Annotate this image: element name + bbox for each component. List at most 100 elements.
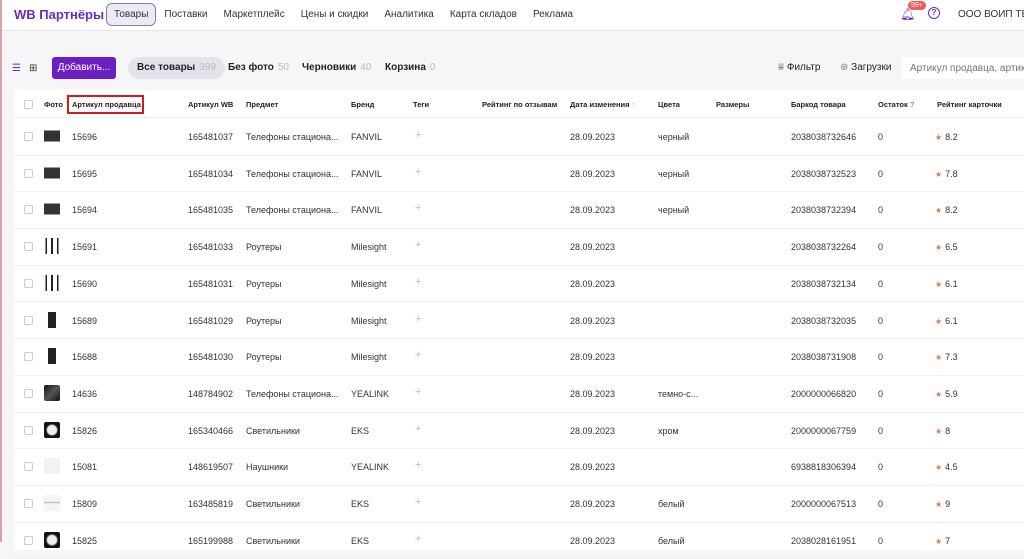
tab-trash[interactable]: Корзина 0 bbox=[385, 57, 435, 79]
product-photo[interactable] bbox=[44, 495, 60, 511]
row-checkbox[interactable] bbox=[24, 462, 33, 472]
tab-all[interactable]: Все товары 399 bbox=[128, 57, 225, 79]
add-tag-button[interactable]: + bbox=[415, 532, 422, 545]
nav-prices[interactable]: Цены и скидки bbox=[300, 9, 369, 20]
nav-analytics[interactable]: Аналитика bbox=[384, 9, 434, 20]
logo[interactable]: WB Партнёры bbox=[14, 7, 105, 22]
col-colors[interactable]: Цвета bbox=[658, 100, 680, 109]
cell-date: 28.09.2023 bbox=[570, 242, 616, 253]
product-photo[interactable] bbox=[44, 164, 60, 181]
col-date[interactable]: Дата изменения ↑ bbox=[570, 100, 635, 109]
row-checkbox[interactable] bbox=[24, 278, 33, 288]
search-input[interactable] bbox=[902, 57, 1024, 79]
col-brand[interactable]: Бренд bbox=[351, 100, 375, 109]
table-row[interactable]: 15081 148619507 Наушники YEALINK 28.09.2023 6… bbox=[14, 449, 1024, 486]
row-checkbox[interactable] bbox=[24, 499, 33, 508]
table-row[interactable]: 15691 165481033 Роутеры Milesight 28.09.2023… bbox=[14, 229, 1024, 266]
bell-icon[interactable]: 🔔︎ bbox=[900, 7, 916, 21]
product-photo[interactable] bbox=[44, 238, 60, 255]
table-row[interactable]: 15695 165481034 Телефоны стациона... FANVIL… bbox=[14, 156, 1024, 193]
cell-date: 28.09.2023 bbox=[570, 205, 616, 216]
cell-stock: 0 bbox=[878, 205, 884, 216]
sort-icon[interactable]: ↑ bbox=[631, 100, 636, 109]
row-checkbox[interactable] bbox=[24, 315, 33, 325]
add-tag-button[interactable]: + bbox=[415, 422, 422, 435]
row-checkbox[interactable] bbox=[24, 168, 33, 178]
add-tag-button[interactable]: + bbox=[415, 312, 422, 325]
rating-value: 4.5 bbox=[945, 462, 958, 473]
add-tag-button[interactable]: + bbox=[415, 385, 422, 398]
col-seller-sku[interactable]: Артикул продавца bbox=[72, 100, 141, 109]
cell-brand: Milesight bbox=[351, 315, 387, 326]
product-photo[interactable] bbox=[44, 531, 60, 548]
table-row[interactable]: 15694 165481035 Телефоны стациона... FANVIL… bbox=[14, 192, 1024, 230]
add-tag-button[interactable]: + bbox=[415, 129, 422, 141]
tab-label: Без фото bbox=[228, 62, 274, 73]
add-tag-button[interactable]: + bbox=[415, 165, 422, 178]
table-row[interactable]: 14636 148784902 Телефоны стациона... YEALIN… bbox=[14, 376, 1024, 413]
col-stock[interactable]: Остаток ? bbox=[878, 100, 914, 109]
row-checkbox[interactable] bbox=[24, 535, 33, 545]
row-checkbox[interactable] bbox=[24, 205, 33, 215]
tab-drafts[interactable]: Черновики 40 bbox=[302, 57, 371, 79]
cell-subject: Телефоны стациона... bbox=[246, 205, 339, 216]
cell-stock: 0 bbox=[878, 315, 884, 326]
col-card-rating[interactable]: Рейтинг карточки bbox=[937, 100, 1002, 109]
stock-hint-icon[interactable]: ? bbox=[909, 100, 915, 109]
uploads-button[interactable]: ⊕ Загрузки bbox=[840, 62, 891, 73]
list-view-icon[interactable]: ☰ bbox=[12, 63, 21, 74]
row-checkbox[interactable] bbox=[24, 352, 33, 362]
add-tag-button[interactable]: + bbox=[415, 239, 422, 252]
col-wb-sku[interactable]: Артикул WB bbox=[188, 100, 234, 109]
table-row[interactable]: 15688 165481030 Роутеры Milesight 28.09.2023… bbox=[14, 339, 1024, 376]
org-name[interactable]: ООО ВОИП ТЕЛ bbox=[958, 9, 1024, 20]
product-photo[interactable] bbox=[44, 348, 60, 365]
select-all-checkbox[interactable] bbox=[24, 100, 33, 109]
table-row[interactable]: 15696 165481037 Телефоны стациона... FANVIL… bbox=[14, 119, 1024, 156]
cell-sku: 15696 bbox=[72, 132, 98, 142]
col-tags[interactable]: Теги bbox=[413, 100, 430, 109]
add-tag-button[interactable]: + bbox=[415, 496, 422, 508]
nav-goods[interactable]: Товары bbox=[106, 3, 157, 26]
col-barcode[interactable]: Баркод товара bbox=[791, 100, 846, 109]
table-row[interactable]: 15690 165481031 Роутеры Milesight 28.09.2023… bbox=[14, 266, 1024, 303]
nav-warehouses[interactable]: Карта складов bbox=[449, 9, 517, 20]
product-photo[interactable] bbox=[44, 384, 60, 401]
help-icon[interactable]: ? bbox=[928, 7, 940, 19]
add-tag-button[interactable]: + bbox=[415, 349, 422, 362]
cell-color: темно-с... bbox=[658, 388, 699, 399]
product-photo[interactable] bbox=[44, 458, 60, 475]
table-row[interactable]: 15689 165481029 Роутеры Milesight 28.09.2023… bbox=[14, 303, 1024, 340]
cell-color: хром bbox=[658, 425, 679, 436]
row-checkbox[interactable] bbox=[24, 242, 33, 252]
product-photo[interactable] bbox=[44, 311, 60, 328]
filter-button[interactable]: ⩸ Фильтр bbox=[778, 62, 820, 73]
cell-wb: 165481030 bbox=[188, 352, 234, 363]
col-subject[interactable]: Предмет bbox=[246, 100, 279, 109]
add-tag-button[interactable]: + bbox=[415, 202, 422, 215]
nav-supplies[interactable]: Поставки bbox=[164, 9, 208, 20]
nav-marketplace[interactable]: Маркетплейс bbox=[223, 9, 285, 20]
grid-view-icon[interactable]: ⊞ bbox=[29, 63, 38, 74]
product-photo[interactable] bbox=[44, 201, 60, 218]
product-photo[interactable] bbox=[44, 421, 60, 438]
cell-card-rating: ★ 7.3 bbox=[935, 352, 958, 362]
col-review-rating[interactable]: Рейтинг по отзывам bbox=[482, 100, 558, 109]
row-checkbox[interactable] bbox=[24, 132, 33, 141]
table-row[interactable]: 15825 165199988 Светильники EKS 28.09.2023 бе… bbox=[14, 523, 1024, 559]
table-row[interactable]: 15809 163485819 Светильники EKS 28.09.2023 бе… bbox=[14, 486, 1024, 523]
tab-no-photo[interactable]: Без фото 50 bbox=[228, 57, 289, 79]
col-sizes[interactable]: Размеры bbox=[716, 100, 750, 109]
product-photo[interactable] bbox=[44, 128, 60, 144]
add-button[interactable]: Добавить... bbox=[52, 57, 116, 79]
cell-wb: 165199988 bbox=[188, 535, 234, 546]
cell-card-rating: ★ 6.1 bbox=[935, 279, 958, 289]
row-checkbox[interactable] bbox=[24, 388, 33, 398]
nav-ads[interactable]: Реклама bbox=[532, 9, 574, 20]
product-photo[interactable] bbox=[44, 274, 60, 291]
row-checkbox[interactable] bbox=[24, 425, 33, 435]
table-row[interactable]: 15826 165340466 Светильники EKS 28.09.2023 хр… bbox=[14, 413, 1024, 450]
add-tag-button[interactable]: + bbox=[415, 275, 422, 288]
add-tag-button[interactable]: + bbox=[415, 459, 422, 472]
cell-card-rating: ★ 6.1 bbox=[935, 316, 958, 326]
